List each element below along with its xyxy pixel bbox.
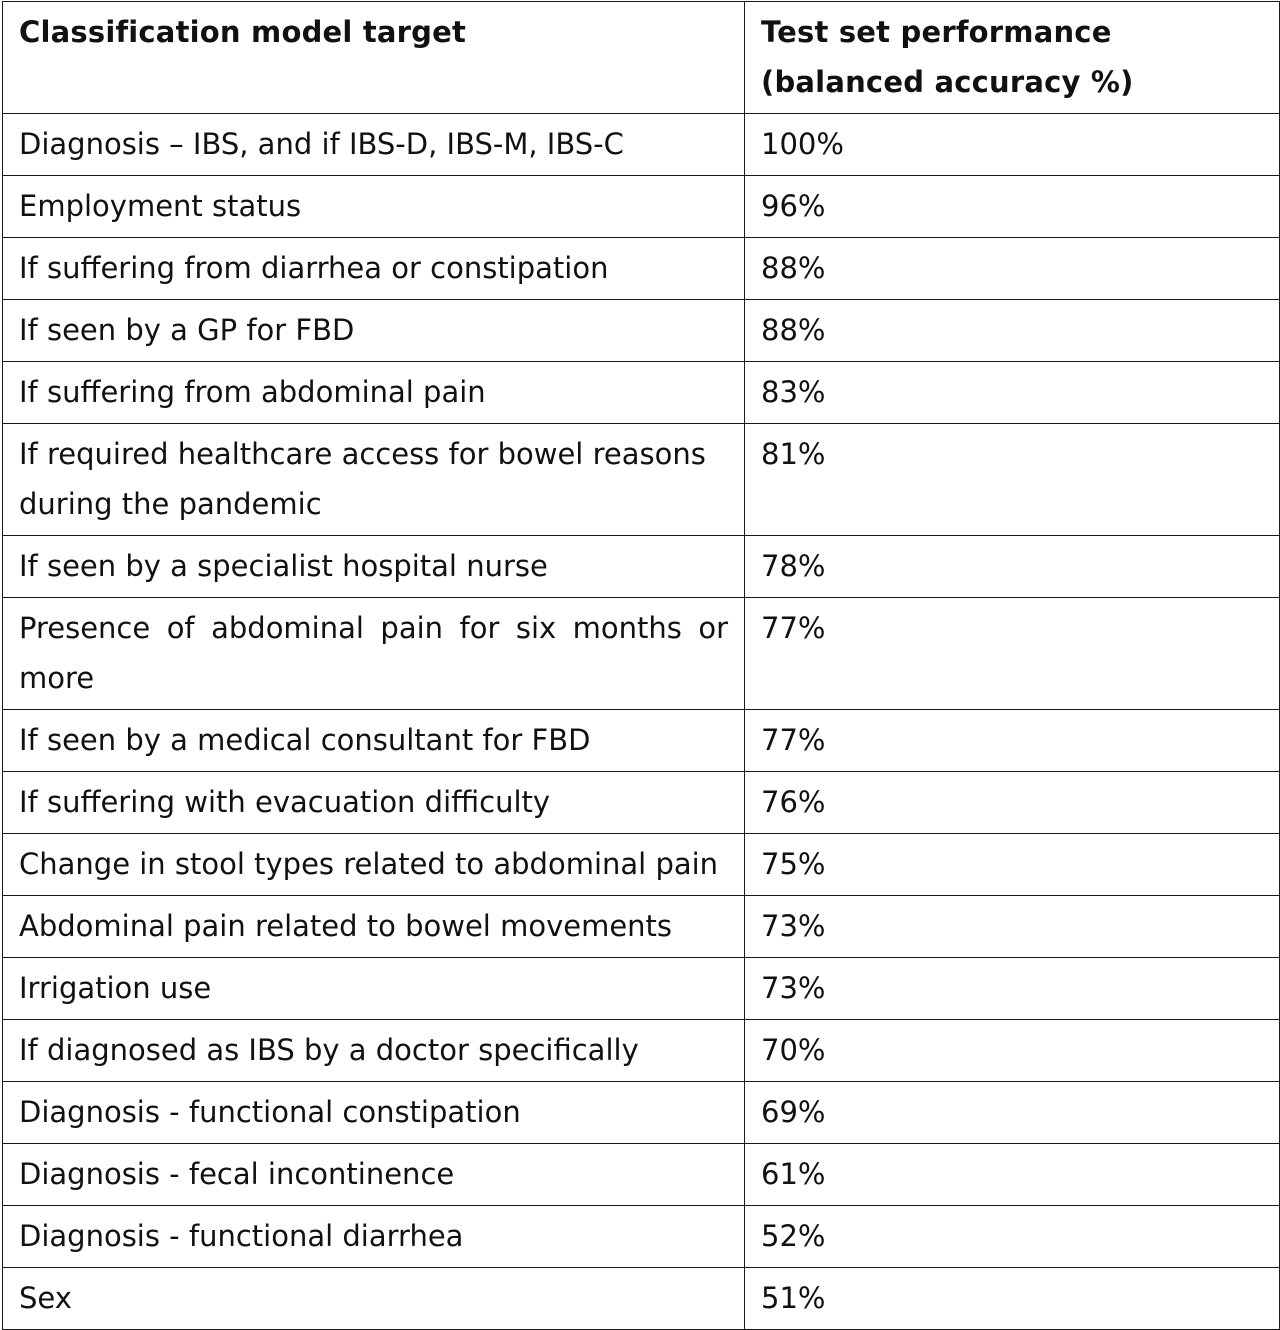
accuracy-cell: 78% xyxy=(744,535,1280,598)
accuracy-cell: 81% xyxy=(744,423,1280,536)
table-row: Diagnosis – IBS, and if IBS-D, IBS-M, IB… xyxy=(2,113,1280,176)
target-cell: If diagnosed as IBS by a doctor specific… xyxy=(2,1019,745,1082)
table-row: Diagnosis - fecal incontinence 61% xyxy=(2,1143,1280,1206)
accuracy-cell: 69% xyxy=(744,1081,1280,1144)
target-cell: Change in stool types related to abdomin… xyxy=(2,833,745,896)
accuracy-cell: 76% xyxy=(744,771,1280,834)
accuracy-cell: 77% xyxy=(744,597,1280,710)
accuracy-cell: 88% xyxy=(744,299,1280,362)
accuracy-cell: 73% xyxy=(744,957,1280,1020)
target-cell: Abdominal pain related to bowel movement… xyxy=(2,895,745,958)
header-test-set-performance: Test set performance (balanced accuracy … xyxy=(744,1,1280,114)
table-row: Irrigation use 73% xyxy=(2,957,1280,1020)
target-cell: Irrigation use xyxy=(2,957,745,1020)
table-row: Employment status 96% xyxy=(2,175,1280,238)
target-cell: If suffering from abdominal pain xyxy=(2,361,745,424)
header-classification-target: Classification model target xyxy=(2,1,745,114)
accuracy-cell: 75% xyxy=(744,833,1280,896)
target-cell: Diagnosis - fecal incontinence xyxy=(2,1143,745,1206)
accuracy-cell: 77% xyxy=(744,709,1280,772)
table-row: Diagnosis - functional constipation 69% xyxy=(2,1081,1280,1144)
target-cell: If required healthcare access for bowel … xyxy=(2,423,745,536)
table-row: Abdominal pain related to bowel movement… xyxy=(2,895,1280,958)
accuracy-cell: 88% xyxy=(744,237,1280,300)
table-header-row: Classification model target Test set per… xyxy=(2,1,1280,114)
table-row: If suffering from diarrhea or constipati… xyxy=(2,237,1280,300)
table-row: If diagnosed as IBS by a doctor specific… xyxy=(2,1019,1280,1082)
accuracy-cell: 100% xyxy=(744,113,1280,176)
target-cell: If seen by a medical consultant for FBD xyxy=(2,709,745,772)
table-row: Presence of abdominal pain for six month… xyxy=(2,597,1280,710)
accuracy-cell: 61% xyxy=(744,1143,1280,1206)
target-cell: If suffering with evacuation difficulty xyxy=(2,771,745,834)
target-cell: Presence of abdominal pain for six month… xyxy=(2,597,745,710)
accuracy-cell: 52% xyxy=(744,1205,1280,1268)
target-cell: If seen by a specialist hospital nurse xyxy=(2,535,745,598)
accuracy-cell: 51% xyxy=(744,1267,1280,1330)
table-row: Sex 51% xyxy=(2,1267,1280,1330)
accuracy-cell: 70% xyxy=(744,1019,1280,1082)
target-cell: If seen by a GP for FBD xyxy=(2,299,745,362)
target-cell: Employment status xyxy=(2,175,745,238)
target-cell: Diagnosis - functional constipation xyxy=(2,1081,745,1144)
target-cell: Diagnosis – IBS, and if IBS-D, IBS-M, IB… xyxy=(2,113,745,176)
table-row: If required healthcare access for bowel … xyxy=(2,423,1280,536)
table-row: If suffering from abdominal pain 83% xyxy=(2,361,1280,424)
target-cell: Diagnosis - functional diarrhea xyxy=(2,1205,745,1268)
target-cell: Sex xyxy=(2,1267,745,1330)
target-cell: If suffering from diarrhea or constipati… xyxy=(2,237,745,300)
table-row: If seen by a GP for FBD 88% xyxy=(2,299,1280,362)
table-row: Diagnosis - functional diarrhea 52% xyxy=(2,1205,1280,1268)
table-row: If seen by a medical consultant for FBD … xyxy=(2,709,1280,772)
table-row: If suffering with evacuation difficulty … xyxy=(2,771,1280,834)
table-row: If seen by a specialist hospital nurse 7… xyxy=(2,535,1280,598)
accuracy-cell: 96% xyxy=(744,175,1280,238)
accuracy-cell: 73% xyxy=(744,895,1280,958)
table-row: Change in stool types related to abdomin… xyxy=(2,833,1280,896)
accuracy-cell: 83% xyxy=(744,361,1280,424)
